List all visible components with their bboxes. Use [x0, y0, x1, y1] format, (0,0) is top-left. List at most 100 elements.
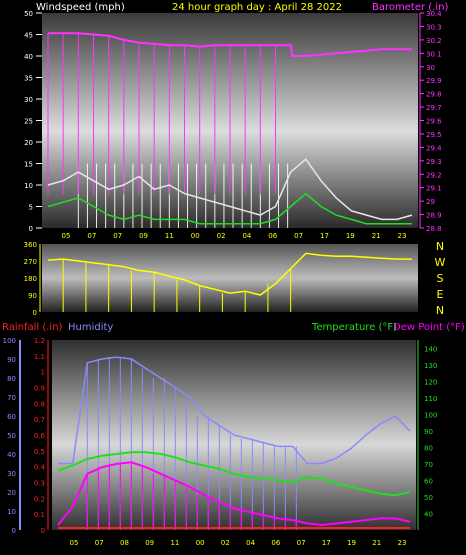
temp-tick-label: 120: [424, 378, 437, 386]
x-tick-label: 02: [217, 232, 226, 240]
compass-letter: N: [436, 304, 444, 317]
temp-tick-label: 80: [424, 444, 433, 452]
wind-direction-panel: [42, 244, 418, 312]
x-tick-label: 19: [346, 232, 355, 240]
compass-letter: S: [437, 272, 444, 285]
x-tick-label: 19: [347, 539, 356, 547]
humidity-tick-label: 10: [7, 508, 16, 516]
left-tick-label: 10: [24, 182, 33, 190]
right-tick-label: 29.9: [426, 77, 442, 85]
x-tick-label: 04: [242, 232, 251, 240]
temp-tick-label: 130: [424, 362, 437, 370]
dewpoint-line: [57, 461, 411, 527]
left-tick-label: 45: [24, 32, 33, 40]
rain-tick-label: 1: [41, 369, 45, 377]
x-tick-label: 11: [170, 539, 179, 547]
rain-tick-label: 0.1: [34, 511, 45, 519]
x-tick-label: 21: [372, 539, 381, 547]
left-tick-label: 35: [24, 75, 33, 83]
rain-tick-label: 0.7: [34, 416, 45, 424]
direction-tick-label: 360: [24, 241, 37, 249]
x-tick-label: 07: [95, 539, 104, 547]
temp-tick-label: 140: [424, 345, 437, 353]
humidity-line: [58, 356, 411, 465]
humidity-tick-label: 100: [3, 337, 16, 345]
humidity-tick-label: 90: [7, 356, 16, 364]
humidity-tick-label: 50: [7, 432, 16, 440]
barometer-label: Barometer (.in): [372, 2, 448, 13]
temp-tick-label: 40: [424, 510, 433, 518]
rain-tick-label: 1.2: [34, 337, 45, 345]
x-tick-label: 00: [191, 232, 200, 240]
x-tick-label: 02: [221, 539, 230, 547]
rain-tick-label: 0.2: [34, 495, 45, 503]
right-tick-label: 29.1: [426, 185, 442, 193]
barometer-line: [48, 32, 412, 57]
right-tick-label: 30.2: [426, 37, 442, 45]
temp-tick-label: 110: [424, 395, 437, 403]
compass-letter: E: [437, 288, 444, 301]
right-tick-label: 29: [426, 198, 435, 206]
temp-tick-label: 50: [424, 494, 433, 502]
chart-title: 24 hour graph day : April 28 2022: [172, 2, 342, 13]
right-tick-label: 30: [426, 64, 435, 72]
direction-tick-label: 270: [24, 258, 37, 266]
dewpoint-label: Dew Point (°F): [393, 322, 465, 333]
left-tick-label: 25: [24, 118, 33, 126]
rain-tick-label: 1.1: [34, 353, 45, 361]
x-tick-label: 07: [294, 232, 303, 240]
right-tick-label: 30.1: [426, 50, 442, 58]
right-tick-label: 30.3: [426, 23, 442, 31]
x-tick-label: 09: [139, 232, 148, 240]
x-tick-label: 21: [372, 232, 381, 240]
temperature-label: Temperature (°F): [311, 322, 397, 333]
left-tick-label: 40: [24, 53, 33, 61]
x-tick-label: 08: [120, 539, 129, 547]
temperature-line: [57, 451, 411, 497]
right-tick-label: 28.9: [426, 212, 442, 220]
right-tick-label: 29.8: [426, 91, 442, 99]
rainfall-label: Rainfall (.in): [2, 322, 63, 333]
left-tick-label: 15: [24, 161, 33, 169]
x-tick-label: 00: [196, 539, 205, 547]
humidity-tick-label: 20: [7, 489, 16, 497]
left-tick-label: 50: [24, 10, 33, 18]
left-tick-label: 0: [29, 225, 33, 233]
direction-tick-label: 90: [28, 292, 37, 300]
humidity-tick-label: 80: [7, 375, 16, 383]
left-tick-label: 30: [24, 96, 33, 104]
x-tick-label: 23: [398, 539, 407, 547]
x-tick-label: 05: [70, 539, 79, 547]
temp-tick-label: 70: [424, 461, 433, 469]
humidity-tick-label: 60: [7, 413, 16, 421]
x-tick-label: 07: [297, 539, 306, 547]
left-tick-label: 5: [29, 204, 33, 212]
humidity-label: Humidity: [68, 322, 113, 333]
right-tick-label: 29.4: [426, 144, 442, 152]
x-tick-label: 06: [268, 232, 277, 240]
x-tick-label: 11: [165, 232, 174, 240]
right-tick-label: 29.6: [426, 118, 442, 126]
x-tick-label: 17: [320, 232, 329, 240]
x-tick-label: 07: [113, 232, 122, 240]
rain-tick-label: 0.4: [34, 464, 46, 472]
x-tick-label: 04: [246, 539, 255, 547]
right-tick-label: 30.4: [426, 10, 442, 18]
temp-tick-label: 60: [424, 477, 433, 485]
right-tick-label: 29.5: [426, 131, 442, 139]
rain-tick-label: 0.3: [34, 480, 45, 488]
rain-tick-label: 0.6: [34, 432, 46, 440]
right-tick-label: 28.8: [426, 225, 442, 233]
rain-tick-label: 0.8: [34, 400, 45, 408]
temp-tick-label: 90: [424, 428, 433, 436]
humidity-tick-label: 0: [12, 527, 16, 535]
humidity-tick-label: 30: [7, 470, 16, 478]
x-tick-label: 06: [271, 539, 280, 547]
direction-tick-label: 0: [33, 309, 37, 317]
right-tick-label: 29.3: [426, 158, 442, 166]
compass-letter: W: [435, 256, 446, 269]
x-tick-label: 07: [87, 232, 96, 240]
rain-tick-label: 0: [41, 527, 45, 535]
direction-tick-label: 180: [24, 275, 37, 283]
